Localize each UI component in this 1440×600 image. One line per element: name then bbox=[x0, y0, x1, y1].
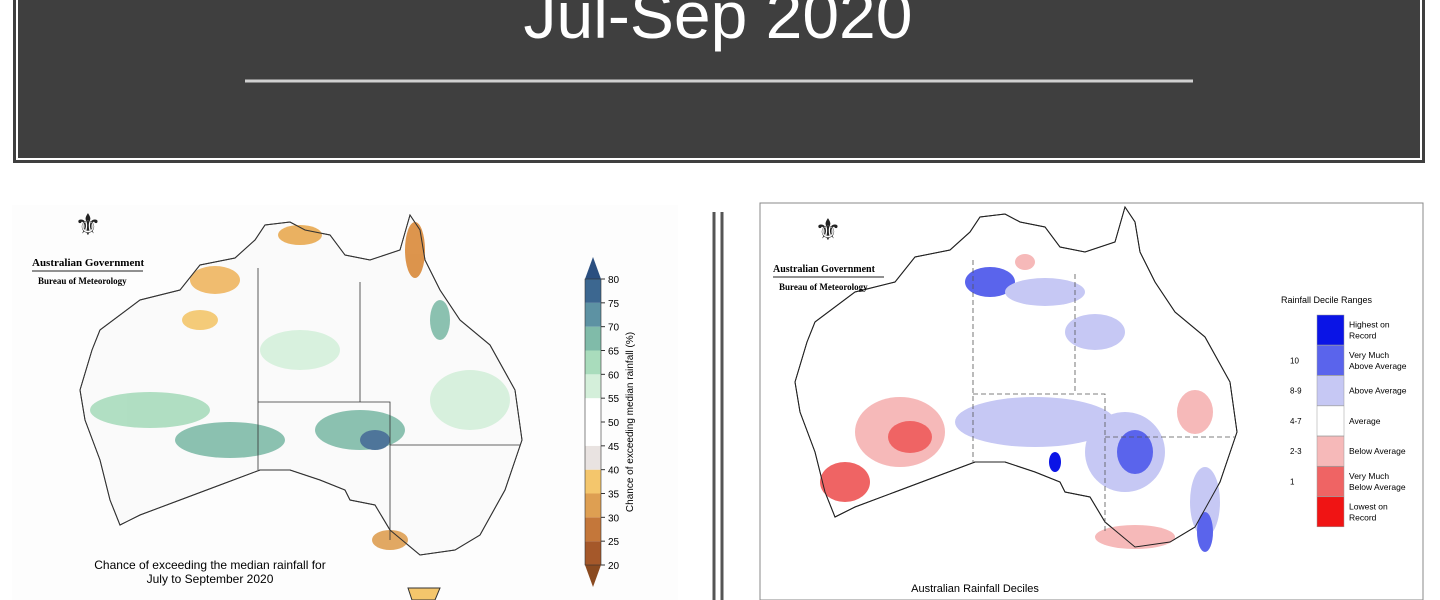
colorbar-band bbox=[585, 422, 601, 446]
colorbar: 20 25 30 35 40 45 50 55 60 65 70 75 80 bbox=[584, 257, 620, 587]
legend-rank: 8-9 bbox=[1290, 387, 1302, 396]
legend-rank: 2-3 bbox=[1290, 447, 1302, 456]
colorbar-tick-label: 70 bbox=[608, 323, 620, 334]
caption: July to September 2020 bbox=[147, 572, 274, 586]
colorbar-tick-label: 55 bbox=[608, 394, 620, 405]
legend-swatch bbox=[1316, 345, 1345, 376]
map-shading bbox=[90, 222, 510, 550]
header-frame bbox=[16, 0, 1422, 160]
colorbar-band bbox=[585, 279, 601, 303]
bureau: Bureau of Meteorology bbox=[38, 276, 127, 286]
legend-label: Record bbox=[1349, 331, 1377, 341]
colorbar-tick-label: 40 bbox=[608, 466, 620, 477]
legend-rank: 10 bbox=[1290, 356, 1299, 365]
colorbar-band bbox=[585, 517, 601, 542]
colorbar-band bbox=[585, 374, 601, 399]
legend-label: Below Average bbox=[1349, 446, 1406, 456]
colorbar-extend bbox=[585, 257, 601, 279]
colorbar-label: Chance of exceeding median rainfall (%) bbox=[625, 332, 636, 512]
colorbar-band bbox=[585, 350, 601, 375]
legend-label: Above Average bbox=[1349, 386, 1407, 396]
right-map: ⚜ Australian Government Bureau of Meteor… bbox=[759, 202, 1424, 600]
legend-swatch bbox=[1316, 496, 1345, 528]
colorbar-tick-label: 20 bbox=[608, 561, 620, 572]
legend-label: Above Average bbox=[1349, 361, 1407, 371]
legend-swatch bbox=[1316, 466, 1345, 497]
colorbar-tick-label: 35 bbox=[608, 490, 620, 501]
colorbar-band bbox=[585, 398, 601, 422]
legend-label: Average bbox=[1349, 416, 1381, 426]
legend-label: Record bbox=[1349, 512, 1377, 522]
colorbar-band bbox=[585, 302, 601, 327]
colorbar-tick-label: 45 bbox=[608, 442, 620, 453]
legend-label: Below Average bbox=[1349, 482, 1406, 492]
colorbar-tick-label: 65 bbox=[608, 347, 620, 358]
legend-label: Very Much bbox=[1349, 350, 1389, 360]
colorbar-tick-label: 75 bbox=[608, 299, 620, 310]
colorbar-band bbox=[585, 541, 601, 565]
legend-swatch bbox=[1316, 405, 1345, 437]
map-shading bbox=[820, 254, 1220, 552]
colorbar-band bbox=[585, 326, 601, 351]
legend-rank: 4-7 bbox=[1290, 417, 1302, 426]
colorbar-tick-label: 30 bbox=[608, 513, 620, 524]
colorbar-band bbox=[585, 469, 601, 494]
legend-label: Lowest on bbox=[1349, 501, 1388, 511]
slide-title: Jul-Sep 2020 bbox=[524, 0, 913, 52]
colorbar-tick-label: 50 bbox=[608, 418, 620, 429]
legend-swatch bbox=[1316, 314, 1345, 346]
legend-label: Very Much bbox=[1349, 471, 1389, 481]
colorbar-band bbox=[585, 493, 601, 518]
agency: Australian Government bbox=[32, 257, 144, 269]
svg-text:⚜: ⚜ bbox=[815, 214, 842, 247]
colorbar-tick-label: 80 bbox=[608, 275, 620, 286]
colorbar-band bbox=[585, 445, 601, 470]
legend-swatch bbox=[1316, 375, 1345, 406]
legend-swatch bbox=[1316, 435, 1345, 467]
caption: Chance of exceeding the median rainfall … bbox=[94, 558, 325, 572]
legend-label: Highest on bbox=[1349, 320, 1390, 330]
svg-text:⚜: ⚜ bbox=[75, 209, 102, 242]
left-map: ⚜ Australian Government Bureau of Meteor… bbox=[12, 205, 678, 600]
colorbar-extend bbox=[585, 565, 601, 587]
legend-title: Rainfall Decile Ranges bbox=[1281, 295, 1373, 305]
agency: Australian Government bbox=[773, 264, 876, 275]
caption: Australian Rainfall Deciles bbox=[911, 583, 1039, 595]
colorbar-tick-label: 60 bbox=[608, 370, 620, 381]
colorbar-tick-label: 25 bbox=[608, 537, 620, 548]
bureau: Bureau of Meteorology bbox=[779, 282, 868, 292]
legend-rank: 1 bbox=[1290, 478, 1295, 487]
